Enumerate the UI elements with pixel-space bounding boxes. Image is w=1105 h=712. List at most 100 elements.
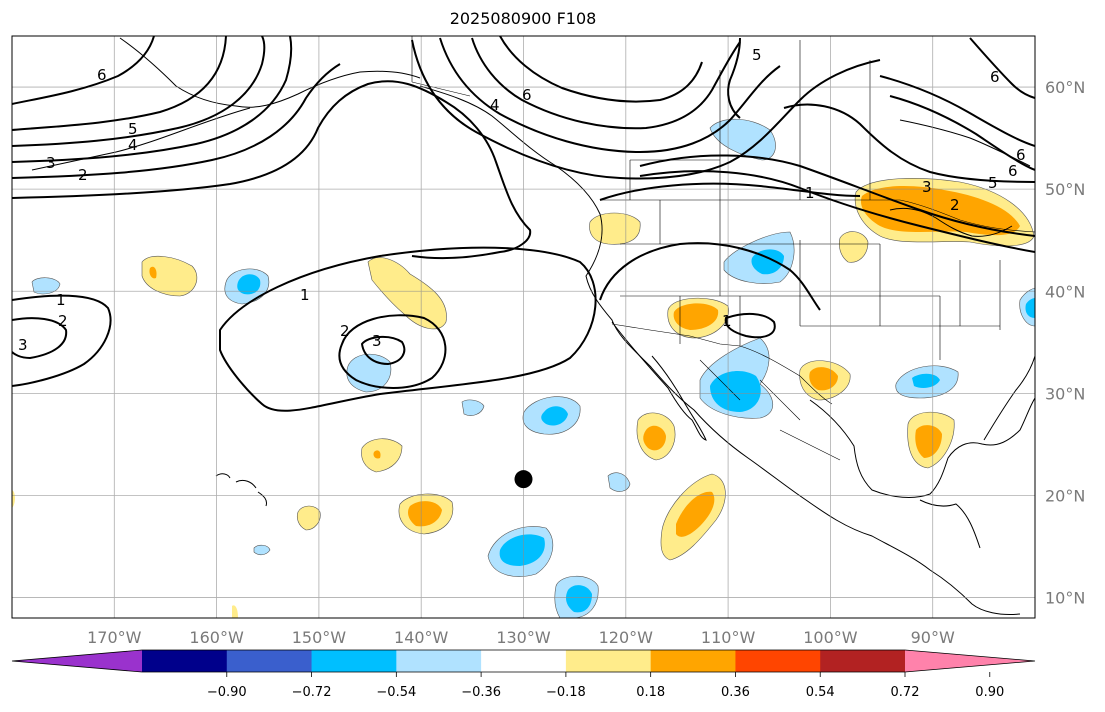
contour-label: 2 [58, 312, 68, 330]
map-frame [11, 35, 1036, 619]
positive-anomaly-core [915, 425, 942, 458]
latitude-label: 10°N [1045, 589, 1085, 608]
longitude-label: 160°W [189, 628, 244, 647]
contour-line [471, 37, 741, 130]
longitude-label: 130°W [496, 628, 551, 647]
colorbar-segment [735, 650, 821, 672]
negative-anomaly-core [237, 274, 261, 295]
coastline-baja-california [611, 321, 707, 441]
coastline-great-lakes [889, 207, 1013, 237]
coastline-yucatan [919, 499, 981, 549]
colorbar-tick-label: 0.54 [806, 685, 835, 700]
colorbar-segment [226, 650, 313, 672]
contour-line [411, 39, 881, 180]
negative-anomaly-region [461, 399, 485, 416]
contour-labels: 6 5 4 3 2 1 2 3 1 1 1 2 3 4 5 6 3 2 5 6 [18, 46, 1026, 354]
contour-line [360, 336, 406, 366]
negative-anomaly-core [710, 371, 761, 412]
contour-label: 5 [988, 174, 998, 192]
colorbar-segment [565, 650, 652, 672]
colorbar-segment [142, 650, 228, 672]
positive-anomaly-core [673, 303, 719, 330]
contour-label: 2 [78, 166, 88, 184]
colorbar-tick-label: −0.72 [292, 685, 332, 700]
colorbar-tick-label: 0.72 [891, 685, 920, 700]
contour-line [12, 80, 532, 260]
colorbar-segment [311, 650, 397, 672]
contour-line [12, 294, 112, 387]
coastline-aleutians [31, 107, 251, 171]
longitude-label: 90°W [911, 628, 955, 647]
positive-anomaly-region [296, 505, 321, 531]
contour-label: 6 [1008, 162, 1018, 180]
positive-anomaly-core [860, 186, 1020, 236]
contour-label: 3 [922, 178, 932, 196]
coastline-gulf-of-mexico [809, 397, 1035, 498]
coastline-hawaii [215, 473, 267, 507]
contour-line [889, 95, 1035, 171]
contour-line [969, 37, 1035, 99]
longitude-label: 140°W [394, 628, 449, 647]
us-canada-border [600, 199, 1035, 233]
positive-anomaly-core [643, 425, 666, 451]
positive-anomaly-region [141, 255, 198, 297]
contour-line [12, 317, 68, 360]
colorbar-tick-label: 0.18 [636, 685, 665, 700]
positive-anomaly-region [232, 605, 238, 618]
longitude-label: 100°W [803, 628, 858, 647]
coastline-florida [983, 355, 1035, 441]
contour-line [639, 170, 1035, 253]
contour-label: 1 [56, 291, 66, 309]
contour-line [599, 182, 861, 201]
contour-label: 3 [46, 154, 56, 172]
contour-line [12, 36, 155, 105]
positive-anomaly-core [373, 450, 381, 459]
longitude-label: 120°W [599, 628, 654, 647]
colorbar-tick-label: −0.90 [207, 685, 247, 700]
longitude-labels: 170°W 160°W 150°W 140°W 130°W 120°W 110°W 100°W… [87, 628, 955, 647]
colorbar-tick-label: −0.18 [546, 685, 586, 700]
longitude-label: 110°W [701, 628, 756, 647]
contour-label: 4 [128, 136, 138, 154]
latitude-label: 40°N [1045, 282, 1085, 301]
contour-line [12, 63, 341, 179]
contour-label: 3 [372, 332, 382, 350]
contour-line [727, 37, 741, 119]
contour-line [639, 154, 1035, 237]
colorbar-extend-min [12, 650, 142, 672]
contour-label: 6 [990, 68, 1000, 86]
contour-label: 3 [18, 336, 28, 354]
colorbar-outline [11, 649, 1036, 673]
contour-label: 1 [722, 312, 732, 330]
contour-label: 2 [950, 196, 960, 214]
contour-label: 6 [97, 66, 107, 84]
contour-line [599, 242, 821, 311]
contour-line [12, 36, 293, 163]
coastline-alaska [119, 37, 421, 108]
colorbar-tick-label: −0.36 [461, 685, 501, 700]
colorbar-tick-label: 0.36 [721, 685, 750, 700]
negative-anomaly-region [253, 544, 271, 556]
contour-line [219, 246, 597, 412]
positive-anomaly-core [676, 491, 715, 537]
negative-anomaly-region [31, 277, 61, 295]
contour-line [12, 36, 227, 131]
longitude-label: 170°W [87, 628, 142, 647]
contour-label: 5 [128, 120, 138, 138]
latitude-labels: 60°N 50°N 40°N 30°N 20°N 10°N [1045, 78, 1085, 608]
political-borders [411, 36, 1035, 461]
negative-anomaly-region [607, 472, 631, 492]
colorbar-extend-max [905, 650, 1035, 672]
us-mexico-border [611, 323, 833, 405]
colorbar-tick-label: −0.54 [376, 685, 416, 700]
negative-anomaly-core [541, 406, 568, 426]
colorbar-segment [396, 650, 482, 672]
colorbar-tick-label: 0.90 [975, 685, 1004, 700]
positive-anomaly-core [149, 266, 157, 279]
contour-line [879, 75, 1035, 147]
colorbar-segment [650, 650, 736, 672]
negative-anomaly-core [499, 534, 545, 566]
latitude-label: 30°N [1045, 384, 1085, 403]
contour-line [783, 103, 1035, 183]
